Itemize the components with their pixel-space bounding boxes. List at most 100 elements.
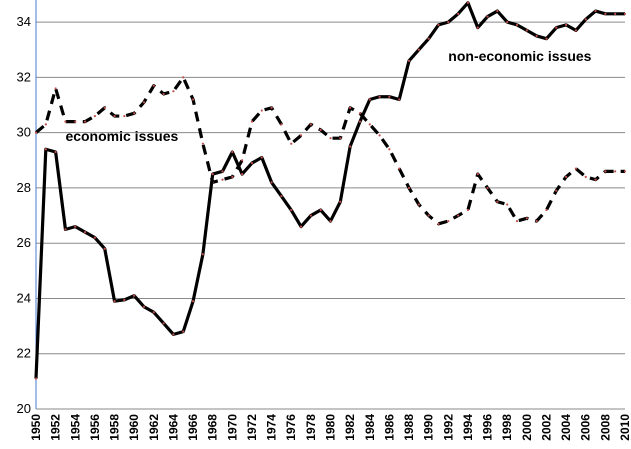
data-point [44, 123, 47, 126]
data-point [44, 148, 47, 151]
data-point [113, 114, 116, 118]
x-tick-label: 1992 [441, 414, 455, 441]
data-point [54, 150, 57, 154]
data-point [83, 231, 87, 234]
data-point [388, 148, 391, 151]
data-point [339, 137, 342, 140]
data-point [329, 137, 332, 140]
data-point [133, 294, 136, 297]
data-point [64, 228, 67, 231]
data-point [407, 186, 411, 190]
data-point [614, 170, 617, 173]
data-point [123, 298, 126, 301]
data-point [574, 29, 578, 32]
data-point [250, 120, 254, 123]
x-tick-label: 1980 [324, 414, 338, 441]
data-point [231, 150, 234, 154]
data-point [103, 247, 106, 250]
data-point [545, 208, 548, 212]
data-point [152, 311, 155, 314]
data-point [476, 26, 479, 29]
y-tick-label: 26 [17, 235, 31, 250]
data-point [182, 76, 185, 79]
data-point [162, 322, 165, 325]
data-point [299, 225, 303, 228]
data-point [54, 87, 57, 90]
data-point [368, 98, 371, 101]
data-point [604, 170, 607, 173]
data-point [584, 175, 587, 178]
data-point [506, 21, 509, 24]
data-point [496, 200, 499, 203]
data-point [172, 333, 175, 336]
data-point [525, 29, 528, 32]
data-point [407, 59, 411, 62]
data-point [398, 167, 401, 170]
data-point [574, 167, 578, 170]
data-point [358, 120, 362, 123]
data-point [64, 120, 67, 123]
data-point [93, 236, 96, 239]
data-point [565, 175, 568, 178]
data-point [427, 37, 430, 40]
data-point [250, 161, 254, 165]
data-point [270, 106, 273, 109]
x-tick-label: 1966 [186, 414, 200, 441]
x-tick-label: 1996 [481, 414, 495, 441]
x-axis-tick-labels: 1950 1952 1954 1956 1958 1960 1962 1964 1966 1968… [29, 414, 631, 441]
data-point [142, 101, 146, 104]
data-point [231, 175, 234, 178]
data-point [486, 15, 489, 18]
data-point [34, 377, 38, 380]
y-tick-label: 28 [17, 180, 31, 195]
x-tick-label: 1972 [245, 414, 259, 441]
data-point [584, 18, 587, 21]
x-tick-label: 1998 [500, 414, 514, 441]
data-point [221, 170, 224, 173]
data-point [83, 120, 87, 123]
data-point [555, 189, 558, 192]
x-tick-label: 1978 [304, 414, 318, 441]
data-point [565, 23, 568, 26]
data-point [437, 222, 440, 225]
x-tick-label: 1958 [108, 414, 122, 441]
y-tick-label: 24 [17, 290, 31, 305]
data-point [162, 92, 165, 96]
y-tick-label: 30 [17, 125, 31, 140]
x-tick-label: 1950 [29, 414, 43, 441]
data-point [113, 300, 116, 303]
x-tick-label: 1982 [343, 414, 357, 441]
data-point [319, 208, 322, 212]
economic-issues-line [34, 75, 625, 226]
data-point [545, 37, 548, 40]
data-point [241, 173, 244, 176]
data-point [280, 195, 283, 198]
horizontal-gridlines [36, 21, 625, 410]
data-point [427, 214, 430, 217]
data-point [466, 1, 470, 4]
data-point [447, 21, 450, 24]
data-point [417, 48, 420, 51]
data-point [388, 95, 391, 98]
data-point [309, 123, 312, 126]
data-point [103, 106, 106, 109]
x-tick-label: 1994 [461, 414, 475, 441]
y-axis-tick-labels: 20 22 24 26 28 30 32 34 [17, 14, 31, 416]
data-point [358, 112, 362, 115]
data-point [339, 200, 342, 203]
data-point [604, 12, 607, 15]
data-point [34, 131, 38, 134]
x-tick-label: 1964 [166, 414, 180, 441]
x-tick-label: 2006 [579, 414, 593, 441]
data-point [398, 98, 401, 101]
data-point [299, 134, 303, 137]
data-point [506, 203, 509, 206]
x-tick-label: 2010 [618, 414, 631, 441]
data-point [623, 170, 627, 173]
data-point [74, 120, 77, 123]
data-point [270, 181, 273, 184]
data-point [594, 178, 597, 181]
x-tick-label: 1990 [422, 414, 436, 441]
data-point [368, 123, 371, 126]
